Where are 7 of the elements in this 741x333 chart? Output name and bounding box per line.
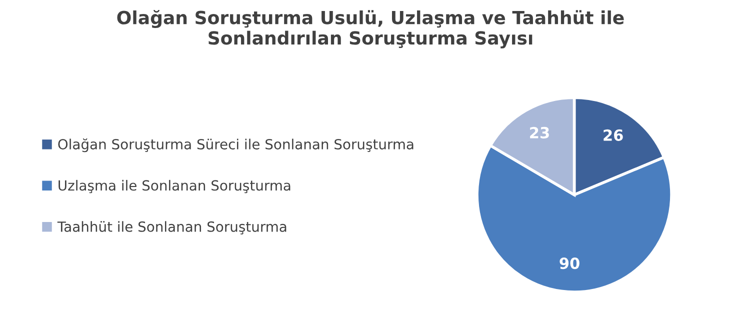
data-label: 90 [560,258,580,270]
data-label: 23 [530,126,549,138]
legend-label: Taahhüt ile Sonlanan Soruşturma [57,221,286,234]
legend-label: Uzlaşma ile Sonlanan Soruşturma [58,180,290,194]
data-label: 26 [604,129,623,141]
chart-title: Olağan Soruşturma Usulü, Uzlaşma ve Taahhüt ile Sonlandırılan Soruşturma Sayısı [117,10,624,48]
legend-label: Olağan Soruşturma Süreci ile Sonlanan Soruşturma [58,138,414,152]
